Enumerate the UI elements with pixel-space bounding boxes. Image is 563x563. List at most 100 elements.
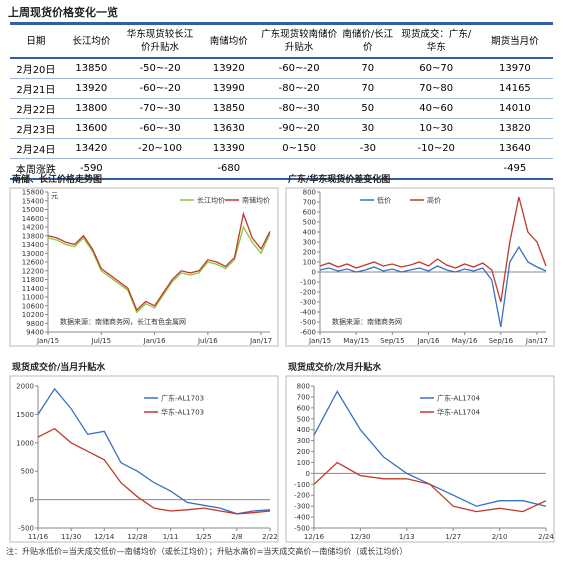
x-tick-label: 2/8 — [231, 533, 242, 541]
table-cell: 70~80 — [395, 78, 477, 99]
table-cell: 2月21日 — [10, 78, 62, 99]
table-cell — [339, 158, 396, 180]
chart-title: 南储、长江价格走势图 — [12, 173, 102, 185]
y-tick-label: -300 — [300, 299, 316, 307]
legend-label: 广东-AL1703 — [161, 394, 204, 403]
y-tick-label: -200 — [300, 289, 316, 297]
x-tick-label: 1/27 — [445, 533, 461, 541]
y-tick-label: 15000 — [22, 206, 44, 214]
table-cell: 13990 — [199, 78, 259, 99]
column-header: 期货当月价 — [476, 23, 553, 59]
table-cell: 40~60 — [395, 98, 477, 119]
table-cell: 70 — [339, 58, 396, 79]
series-line — [37, 427, 271, 515]
footnote: 注：升贴水低价=当天成交低价—南储均价（或长江均价）；升贴水高价=当天成交高价—… — [6, 547, 408, 556]
table-row: 本周涨跌 -590 -680 -495 — [10, 158, 553, 180]
table-cell: 0~150 — [258, 138, 340, 159]
y-tick-label: 14600 — [22, 215, 44, 223]
x-tick-label: 1/25 — [196, 533, 212, 541]
series-line — [313, 461, 547, 513]
x-tick-label: 1/13 — [399, 533, 415, 541]
table-cell: -60~-20 — [258, 58, 340, 79]
table-cell: -60~-30 — [120, 118, 200, 139]
y-tick-label: 13800 — [22, 232, 44, 240]
column-header: 长江均价 — [61, 23, 121, 59]
y-tick-label: 200 — [303, 249, 316, 257]
y-tick-label: 9400 — [26, 329, 44, 337]
x-tick-label: May/16 — [452, 337, 478, 345]
series-line — [37, 387, 271, 515]
table-cell: 2月23日 — [10, 118, 62, 139]
chart: 南储、长江价格走势图 940098001020010600110001140011… — [9, 173, 279, 347]
table-cell: -30 — [339, 138, 396, 159]
y-tick-label: -100 — [294, 481, 310, 489]
table-cell: 14010 — [476, 98, 553, 119]
y-tick-label: 700 — [297, 393, 310, 401]
chart: 现货成交价/次月升贴水 -500 -400 -300 -200 -100 0 100 200 30… — [285, 361, 555, 543]
x-tick-label: 2/22 — [262, 533, 278, 541]
table-cell: 2月24日 — [10, 138, 62, 159]
x-tick-label: Jan/17 — [525, 337, 548, 345]
table-cell: -680 — [199, 158, 259, 180]
series-line — [313, 390, 547, 507]
x-tick-label: Jan/17 — [249, 337, 272, 345]
column-header: 南储均价 — [199, 23, 259, 59]
y-tick-label: 0 — [30, 496, 34, 504]
table-cell: 13800 — [61, 98, 121, 119]
x-tick-label: 2/24 — [538, 533, 554, 541]
table-cell: -70~-30 — [120, 98, 200, 119]
x-tick-label: 2/10 — [492, 533, 508, 541]
y-tick-label: 10200 — [22, 311, 44, 319]
annotation: 数据来源：南储商务网 — [332, 317, 402, 326]
y-tick-label: 13400 — [22, 241, 44, 249]
plot-frame — [285, 375, 555, 543]
table-row: 2月20日 13850 -50~-20 13920 -60~-20 70 60~70 1397… — [10, 58, 553, 79]
y-tick-label: 100 — [303, 259, 316, 267]
x-tick-label: May/15 — [343, 337, 369, 345]
table-cell: 13850 — [199, 98, 259, 119]
x-tick-label: 12/30 — [350, 533, 370, 541]
series-line — [319, 245, 547, 328]
table-cell: 13390 — [199, 138, 259, 159]
x-tick-label: Jan/15 — [308, 337, 331, 345]
x-tick-label: Sep/15 — [380, 337, 404, 345]
table-cell — [395, 158, 477, 180]
y-tick-label: 13000 — [22, 250, 44, 258]
table-cell: -590 — [61, 158, 121, 180]
y-tick-label: 300 — [303, 239, 316, 247]
table-cell — [120, 158, 200, 180]
y-tick-label: -500 — [18, 525, 34, 533]
table-cell: -50~-20 — [120, 58, 200, 79]
y-tick-label: 800 — [297, 383, 310, 391]
y-tick-label: 9800 — [26, 320, 44, 328]
y-tick-label: 2000 — [16, 383, 34, 391]
legend-label: 南储均价 — [242, 196, 270, 205]
chart-title: 现货成交价/次月升贴水 — [288, 361, 382, 373]
table-cell: 13920 — [199, 58, 259, 79]
x-tick-label: Sep/16 — [489, 337, 514, 345]
y-tick-label: 11400 — [22, 285, 44, 293]
column-header: 现货成交：广东/华东 — [395, 23, 477, 59]
series-line — [319, 196, 547, 303]
legend-label: 广东-AL1704 — [437, 394, 481, 403]
y-tick-label: 500 — [303, 219, 316, 227]
y-tick-label: -400 — [300, 309, 316, 317]
plot-frame — [9, 187, 279, 347]
y-tick-label: 600 — [303, 209, 316, 217]
table-cell: -10~20 — [395, 138, 477, 159]
y-tick-label: 10600 — [22, 302, 44, 310]
column-header: 广东现货较南储价升贴水 — [258, 23, 340, 59]
y-tick-label: 300 — [297, 437, 310, 445]
table-cell: -20~100 — [120, 138, 200, 159]
plot-frame — [285, 187, 555, 347]
x-tick-label: Jul/15 — [90, 337, 111, 345]
table-row: 2月24日 13420 -20~100 13390 0~150 -30 -10~20 1364… — [10, 138, 553, 159]
chart-title: 现货成交价/当月升贴水 — [12, 361, 106, 373]
table-cell: 2月20日 — [10, 58, 62, 79]
table-cell: 2月22日 — [10, 98, 62, 119]
x-tick-label: Jul/16 — [197, 337, 218, 345]
x-tick-label: Jan/16 — [143, 337, 167, 345]
y-tick-label: 1000 — [16, 439, 34, 447]
table-cell: 60~70 — [395, 58, 477, 79]
table-cell: 14165 — [476, 78, 553, 99]
